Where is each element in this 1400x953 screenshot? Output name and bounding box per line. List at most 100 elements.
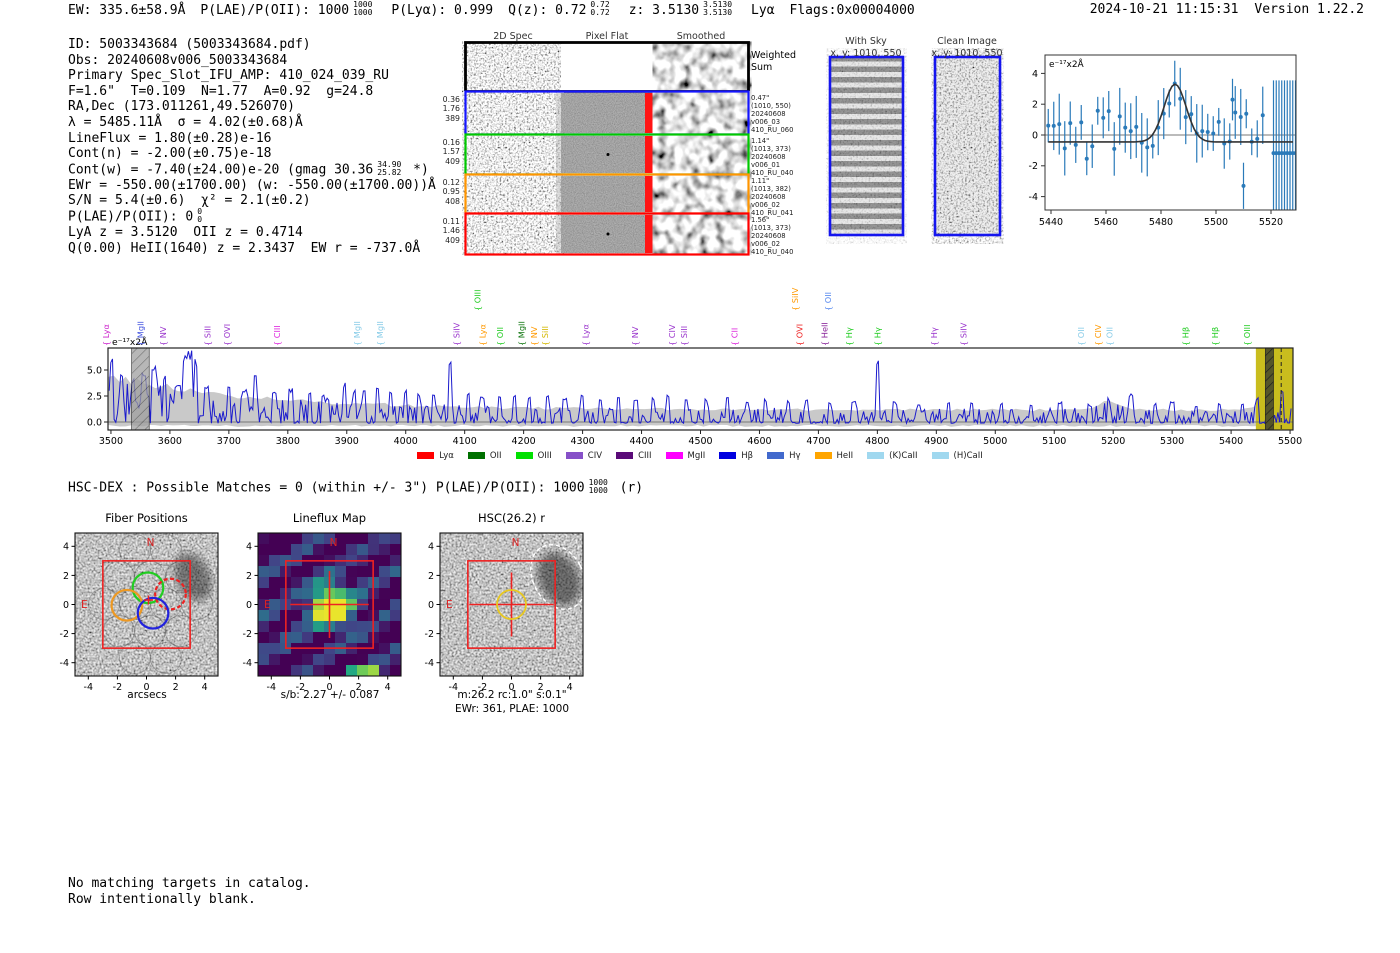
cutout-right-labels: 1.56" (1013, 373) 20240608 v006_02 410_RU_04… (751, 215, 794, 256)
2dspec-image (467, 93, 559, 133)
neighbor-galaxy-blob (174, 553, 212, 601)
legend-label: HeII (836, 450, 854, 461)
column-header-pixelflat: Pixel Flat (585, 31, 629, 42)
tick-label: 2 (356, 682, 362, 693)
tick-label: 0 (63, 600, 69, 611)
legend-item: Lyα (417, 451, 454, 461)
emission-line-label: { Lyα (477, 324, 487, 346)
sky-line-region (1264, 348, 1274, 430)
flat-defect-dot (606, 232, 610, 236)
info-line: Cont(n) = -2.00(±0.75)e-18 (68, 146, 436, 162)
tick-label: -4 (243, 658, 252, 669)
legend-label: Hγ (789, 450, 801, 461)
text-segment: LineFlux = 1.80(±0.28)e-16 (68, 130, 272, 146)
legend-label: OII (489, 450, 502, 461)
hsc-image-plot (440, 533, 583, 676)
header-segment: z: 3.5130 3.5130 3.5130 (629, 0, 736, 18)
cutout-row-4 (464, 212, 750, 256)
emission-line-label: { CIII (272, 325, 282, 346)
stacked-fraction: 3.5130 3.5130 (703, 0, 733, 17)
emission-line-label: { Hγ (872, 327, 882, 346)
info-line: LyA z = 3.5120 OII z = 0.4714 (68, 225, 436, 241)
2dspec-image (467, 44, 559, 90)
tick-label: 2 (428, 571, 434, 582)
tick-label: 4 (428, 542, 434, 553)
info-line: ID: 5003343684 (5003343684.pdf) (68, 37, 436, 53)
tick-label: 4 (246, 542, 252, 553)
emission-line-label: { CII (730, 328, 740, 346)
legend-item: Hγ (767, 450, 801, 461)
cutout-row-2 (464, 133, 750, 176)
tick-label: -2 (478, 682, 487, 693)
tick-label: -4 (60, 658, 69, 669)
info-line: Cont(w) = -7.40(±24.00)e-20 (gmag 30.36 3… (68, 160, 436, 178)
header-segment: P(LAE)/P(OII): 1000 1000 1000 (200, 1, 376, 18)
ifu-footprint-box (467, 560, 556, 649)
compass-east: E (446, 599, 453, 611)
footer-line-2: Row intentionally blank. (68, 891, 256, 907)
header-segment: EW: 335.6±58.9Å (68, 3, 185, 18)
text-segment: HSC-DEX : Possible Matches = 0 (within +… (68, 480, 585, 496)
header-segment: Q(z): 0.72 0.72 0.72 (508, 0, 614, 18)
compass-north: N (512, 537, 520, 549)
text-segment: Q(z): 0.72 (508, 2, 587, 18)
cutout-left-labels: 0.16 1.57 409 (442, 138, 460, 166)
tick-label: 5500 (1204, 217, 1228, 228)
column-header-smoothed: Smoothed (676, 31, 726, 42)
flux-units-annotation: e⁻¹⁷x2Å (112, 336, 148, 348)
legend-swatch (515, 452, 533, 459)
tick-label: 5.0 (87, 365, 102, 376)
bad-column-marker (645, 93, 654, 133)
legend-swatch (417, 452, 435, 459)
tick-label: 0 (428, 600, 434, 611)
tick-label: 4 (202, 682, 208, 693)
emission-line-label: { SiII (679, 326, 689, 346)
emission-line-label: { OII (1076, 327, 1086, 346)
cutout-right-labels: 0.47" (1010, 550) 20240608 v006_03 410_RU_06… (751, 93, 794, 134)
emission-line-label: { OII (1105, 327, 1115, 346)
tick-label: 0 (508, 682, 514, 693)
legend-swatch (867, 452, 885, 459)
tick-label: 5400 (1219, 436, 1243, 447)
stacked-fraction: 1000 1000 (588, 478, 608, 495)
ifu-footprint-box (102, 560, 191, 649)
tick-label: 0 (143, 682, 149, 693)
2dspec-image (467, 215, 559, 253)
text-segment: Q(0.00) HeII(1640) z = 2.3437 EW r = -73… (68, 240, 421, 256)
emission-line-label: { OVI (222, 324, 232, 346)
text-segment: *) (405, 162, 429, 178)
text-segment: Cont(w) = -7.40(±24.00)e-20 (gmag 30.36 (68, 162, 374, 178)
tick-label: 4300 (570, 436, 594, 447)
timestamp: 2024-10-21 11:15:31 (1089, 2, 1239, 17)
tick-label: 2 (1032, 100, 1038, 111)
gaussian-fit-curve (1048, 83, 1293, 143)
tick-label: 4500 (688, 436, 712, 447)
error-band (108, 375, 1293, 427)
header-segment: Flags:0x00004000 (790, 3, 915, 18)
legend-item: MgII (665, 450, 706, 461)
compass-east: E (81, 599, 88, 611)
info-line: RA,Dec (173.011261,49.526070) (68, 99, 436, 115)
emission-line-label: { HeII (819, 322, 829, 346)
tick-label: 5440 (1039, 217, 1063, 228)
tick-label: -2 (243, 629, 252, 640)
legend-item: (H)CaII (931, 451, 983, 461)
info-line: Primary Spec_Slot_IFU_AMP: 410_024_039_R… (68, 68, 436, 84)
legend-label: MgII (687, 450, 706, 461)
fiber-circle (136, 596, 170, 630)
text-segment: Cont(n) = -2.00(±0.75)e-18 (68, 146, 272, 162)
header-segment: Lyα (751, 3, 774, 18)
legend-item: HeII (814, 450, 854, 461)
text-segment: S/N = 5.4(±0.6) χ² = 2.1(±0.2) (68, 193, 311, 209)
cutout-left-labels: 0.11 1.46 409 (442, 217, 460, 245)
stacked-fraction: 0.72 0.72 (590, 0, 610, 17)
emission-line-label: { OIII (473, 289, 483, 311)
cutout-right-labels: 1.14" (1013, 373) 20240608 v006_01 410_RU_04… (751, 136, 794, 177)
emission-line-label: { SiII (540, 326, 550, 346)
legend-swatch (931, 452, 949, 459)
legend-item: OII (467, 450, 502, 461)
tick-label: 4900 (924, 436, 948, 447)
